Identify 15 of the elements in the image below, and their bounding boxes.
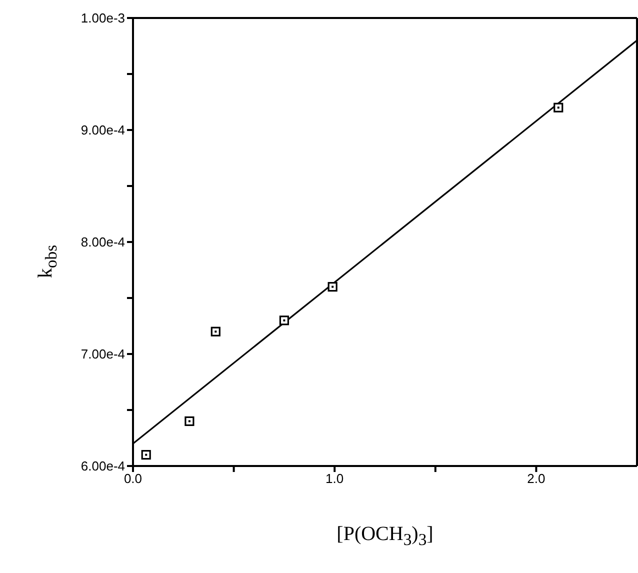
x-tick-label: 1.0: [326, 471, 344, 486]
point: [210, 326, 220, 336]
y-tick-label: 6.00e-4: [80, 458, 125, 474]
y-tick-label: 8.00e-4: [80, 234, 125, 250]
y-tick-label: 7.00e-4: [80, 346, 125, 362]
x-axis-title: [P(OCH$_{3}$)$_{3}$]: [336, 523, 434, 550]
point: [554, 102, 564, 112]
x-tick-label: 0.0: [124, 471, 142, 486]
point: [279, 316, 289, 326]
y-tick-label: 1.00e-3: [80, 10, 125, 26]
x-tick-label: 2.0: [527, 471, 546, 486]
point: [141, 450, 151, 460]
y-tick-label: 9.00e-4: [80, 122, 125, 138]
point: [184, 416, 194, 426]
point: [328, 282, 338, 292]
